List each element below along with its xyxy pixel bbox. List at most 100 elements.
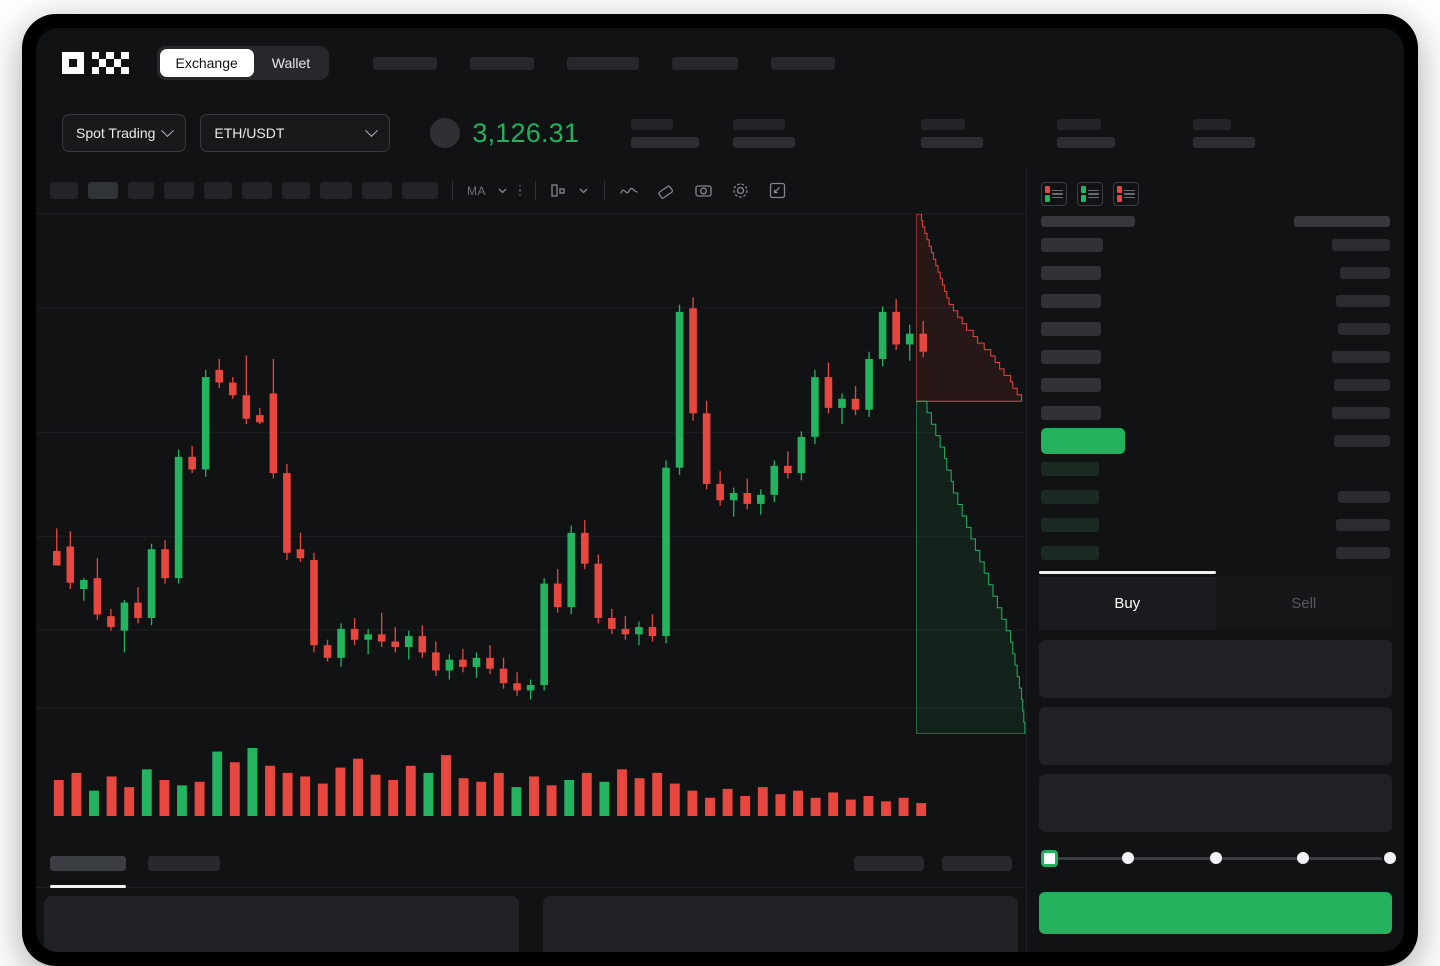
tab-exchange[interactable]: Exchange <box>159 49 254 77</box>
logo-pixel <box>84 67 91 74</box>
nav-link-3[interactable] <box>567 56 640 70</box>
order-form[interactable] <box>1027 630 1404 832</box>
volume-bar <box>124 787 135 816</box>
volume-chart <box>36 734 1026 834</box>
fullscreen-icon[interactable] <box>768 181 787 200</box>
order-book-ask-row[interactable] <box>1027 343 1404 371</box>
volume-bar <box>300 776 311 816</box>
eraser-icon[interactable] <box>657 182 676 200</box>
orders-tab-actions[interactable] <box>854 856 1012 871</box>
order-book-ask-row[interactable] <box>1027 315 1404 343</box>
trading-pair-select[interactable]: ETH/USDT <box>200 114 391 152</box>
chart-toolbar[interactable]: MA <box>36 168 1026 214</box>
orders-action-1[interactable] <box>854 856 924 871</box>
timeframe-option-3[interactable] <box>128 182 154 199</box>
grid-dots-icon[interactable] <box>519 184 522 197</box>
okx-logo[interactable] <box>62 51 129 75</box>
nav-link-5[interactable] <box>771 56 836 70</box>
order-book-ask-row[interactable] <box>1027 399 1404 427</box>
coin-avatar <box>430 118 461 148</box>
order-total-field[interactable] <box>1039 774 1392 832</box>
ticker-stat-value <box>631 136 700 148</box>
nav-link-2[interactable] <box>470 56 535 70</box>
submit-buy-button[interactable] <box>1039 892 1392 934</box>
chevron-down-icon[interactable] <box>496 184 509 197</box>
orders-tab-group[interactable] <box>50 856 220 888</box>
timeframe-group[interactable] <box>50 182 438 199</box>
logo-pixel <box>84 59 91 66</box>
slider-stop-25[interactable] <box>1122 852 1135 864</box>
logo-pixel <box>62 59 70 67</box>
ticker-stat-5 <box>1193 118 1256 148</box>
timeframe-option-6[interactable] <box>242 182 272 199</box>
asks-only-view-icon[interactable] <box>1113 182 1139 206</box>
candle-type-icon[interactable] <box>550 183 567 198</box>
volume-bar <box>617 769 627 816</box>
volume-chart-svg <box>53 748 927 816</box>
nav-link-1[interactable] <box>373 56 438 70</box>
timeframe-option-8[interactable] <box>320 182 352 199</box>
timeframe-option-9[interactable] <box>362 182 392 199</box>
volume-bar <box>546 785 557 816</box>
order-book-ask-row[interactable] <box>1027 371 1404 399</box>
both-sides-view-icon[interactable] <box>1041 182 1067 206</box>
price-chart[interactable] <box>36 214 1026 734</box>
chevron-down-icon[interactable] <box>577 184 590 197</box>
order-book-bid-row[interactable] <box>1027 511 1404 539</box>
market-type-label: Spot Trading <box>76 125 156 141</box>
slider-handle[interactable] <box>1041 850 1058 867</box>
order-book-highlight-row[interactable] <box>1027 427 1404 455</box>
logo-pixel <box>121 66 129 75</box>
volume-bar <box>212 751 223 816</box>
timeframe-option-2[interactable] <box>88 182 118 199</box>
orders-tab-2[interactable] <box>148 856 220 871</box>
volume-bar <box>757 787 768 816</box>
timeframe-option-4[interactable] <box>164 182 194 199</box>
app-mode-segmented-control[interactable]: Exchange Wallet <box>156 46 330 80</box>
app-screen: Exchange Wallet Spot Trading ETH/USDT 3,… <box>36 28 1404 952</box>
slider-stop-100[interactable] <box>1384 852 1396 864</box>
order-price-field[interactable] <box>1039 640 1392 698</box>
amount-percent-slider[interactable] <box>1041 848 1396 868</box>
ticker-stat-label <box>1057 118 1102 130</box>
tab-sell[interactable]: Sell <box>1215 577 1392 630</box>
tab-buy[interactable]: Buy <box>1039 577 1216 630</box>
slider-stop-50[interactable] <box>1209 852 1222 864</box>
order-book-bid-row[interactable] <box>1027 455 1404 483</box>
order-book-rows[interactable] <box>1027 231 1404 567</box>
logo-pixel <box>76 66 85 75</box>
ticker-stat-value <box>1193 136 1256 148</box>
order-amount-bar <box>1332 351 1390 363</box>
mode-bar <box>1045 186 1050 202</box>
order-book-ask-row[interactable] <box>1027 259 1404 287</box>
bids-only-view-icon[interactable] <box>1077 182 1103 206</box>
orders-tab-1[interactable] <box>50 856 126 888</box>
market-type-select[interactable]: Spot Trading <box>62 114 187 152</box>
device-frame: Exchange Wallet Spot Trading ETH/USDT 3,… <box>22 14 1418 966</box>
slider-stop-75[interactable] <box>1296 852 1309 864</box>
order-book-ask-row[interactable] <box>1027 231 1404 259</box>
indicator-label[interactable]: MA <box>467 183 486 198</box>
volume-bar <box>828 792 839 816</box>
order-book-header-amount <box>1294 216 1390 227</box>
volume-bar <box>810 797 821 816</box>
gear-icon[interactable] <box>731 181 750 200</box>
order-book-bid-row[interactable] <box>1027 483 1404 511</box>
tab-wallet[interactable]: Wallet <box>256 49 326 77</box>
timeframe-option-7[interactable] <box>282 182 310 199</box>
trade-side-tabs[interactable]: Buy Sell <box>1039 571 1392 630</box>
camera-icon[interactable] <box>694 182 713 199</box>
order-book-ask-row[interactable] <box>1027 287 1404 315</box>
wave-indicator-icon[interactable] <box>619 184 639 198</box>
orders-tab-bar[interactable] <box>36 840 1026 888</box>
order-price-bar <box>1041 546 1099 560</box>
order-amount-field[interactable] <box>1039 707 1392 765</box>
orders-action-2[interactable] <box>942 856 1012 871</box>
timeframe-option-1[interactable] <box>50 182 78 199</box>
order-book-view-modes[interactable] <box>1027 168 1404 206</box>
volume-bar <box>282 772 293 816</box>
nav-link-4[interactable] <box>672 56 739 70</box>
timeframe-option-5[interactable] <box>204 182 232 199</box>
timeframe-option-10[interactable] <box>402 182 438 199</box>
order-book-bid-row[interactable] <box>1027 539 1404 567</box>
